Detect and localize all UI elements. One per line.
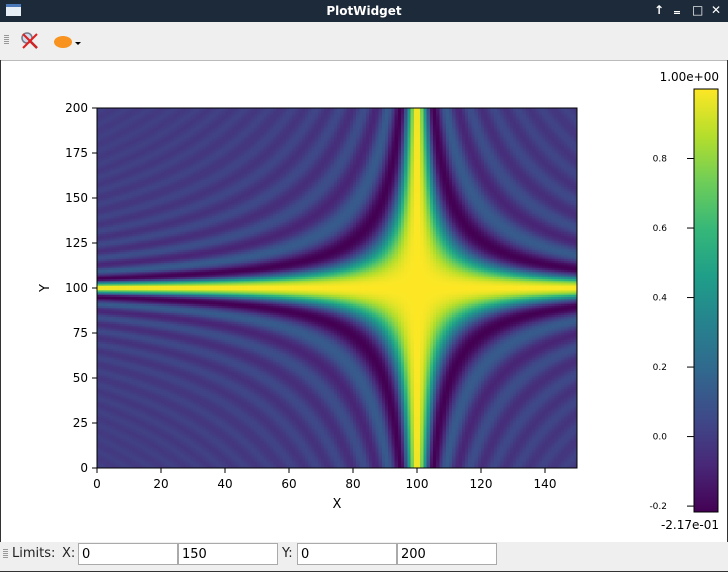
colorbar-tick-label: 0.4 (653, 294, 668, 304)
colorbar-tick-label: 0.6 (653, 224, 668, 234)
colorbar-tick-label: 0.8 (653, 155, 668, 165)
x-tick-label: 140 (534, 477, 557, 491)
limits-bar: Limits: X: Y: (0, 542, 728, 572)
y-max-input[interactable] (397, 543, 497, 565)
statusbar-grip[interactable] (3, 549, 8, 559)
x-tick-label: 120 (470, 477, 493, 491)
plot-area: 0 20 40 60 80 100 120 140 0 25 50 75 100 125 150 175 200… (0, 60, 728, 542)
colorbar-tick-label: -0.2 (649, 502, 667, 512)
y-limits-label: Y: (282, 546, 293, 561)
heatmap-image (97, 108, 577, 468)
y-axis-label: Y (38, 284, 53, 293)
x-tick-label: 100 (406, 477, 429, 491)
x-tick-label: 0 (93, 477, 101, 491)
minimize-button[interactable]: ‗ (674, 0, 680, 14)
colorbar-max-label: 1.00e+00 (660, 70, 719, 84)
limits-label: Limits: (12, 546, 56, 561)
x-tick-label: 60 (281, 477, 296, 491)
y-tick-label: 100 (65, 281, 88, 295)
x-tick-label: 40 (217, 477, 232, 491)
x-axis-label: X (333, 497, 342, 512)
y-tick-label: 200 (65, 101, 88, 115)
y-min-input[interactable] (297, 543, 397, 565)
x-tick-label: 20 (153, 477, 168, 491)
x-tick-label: 80 (345, 477, 360, 491)
y-tick-label: 50 (73, 371, 88, 385)
title-bar: PlotWidget ↑ ‗ □ ✕ (0, 0, 728, 22)
maximize-button[interactable]: □ (692, 3, 704, 17)
toolbar-grip[interactable] (4, 35, 9, 45)
reset-zoom-icon[interactable] (20, 31, 40, 51)
x-max-input[interactable] (178, 543, 278, 565)
toolbar (0, 22, 728, 61)
keep-above-button[interactable]: ↑ (654, 3, 665, 17)
colormap-selector-icon[interactable] (54, 35, 82, 49)
app-icon (6, 4, 21, 16)
x-min-input[interactable] (78, 543, 178, 565)
colorbar-min-label: -2.17e-01 (661, 518, 719, 532)
close-button[interactable]: ✕ (711, 3, 722, 17)
y-tick-label: 0 (80, 461, 88, 475)
x-limits-label: X: (62, 546, 76, 561)
colorbar-tick-label: 0.0 (653, 433, 668, 443)
y-tick-label: 150 (65, 191, 88, 205)
colorbar (693, 88, 719, 513)
heatmap-chart[interactable]: 0 20 40 60 80 100 120 140 0 25 50 75 100 125 150 175 200… (1, 60, 727, 542)
y-tick-label: 25 (73, 416, 88, 430)
colorbar-tick-label: 0.2 (653, 363, 667, 373)
window-title: PlotWidget (326, 4, 402, 18)
y-tick-label: 175 (65, 146, 88, 160)
y-tick-label: 125 (65, 236, 88, 250)
y-tick-label: 75 (73, 326, 88, 340)
